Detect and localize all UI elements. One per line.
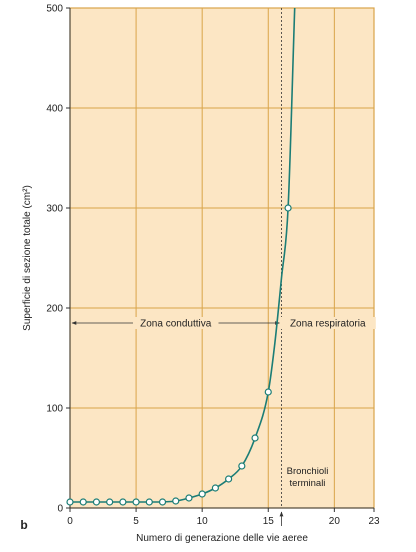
data-point [211, 484, 219, 492]
zone-label: Zona respiratoria [290, 319, 366, 330]
y-tick-label: 0 [57, 504, 63, 515]
y-axis-label: Superficie di sezione totale (cm²) [22, 185, 33, 331]
y-tick-label: 300 [46, 204, 63, 215]
x-tick-label: 15 [263, 516, 275, 527]
data-point [158, 498, 167, 506]
tick-labels: 0 5 10 15 20 23 0 100 200 300 400 500 [46, 4, 380, 528]
data-point [119, 498, 127, 506]
data-point [185, 494, 193, 502]
y-tick-label: 100 [46, 404, 63, 415]
x-tick-label: 5 [133, 516, 139, 527]
data-point [92, 498, 101, 506]
data-point [79, 498, 87, 506]
data-point [145, 498, 153, 506]
data-point [225, 475, 233, 483]
zone-label: Zona conduttiva [140, 319, 212, 330]
zone-label-background [279, 317, 376, 329]
data-point [66, 498, 74, 506]
y-tick-label: 500 [46, 4, 63, 15]
x-tick-label: 0 [67, 516, 73, 527]
grid-lines [70, 8, 374, 508]
data-points [66, 204, 292, 506]
x-tick-label: 23 [368, 516, 380, 527]
data-point [264, 388, 272, 396]
data-point [284, 204, 292, 212]
plot-background [70, 8, 374, 508]
axes [66, 7, 375, 512]
data-point [132, 498, 140, 506]
x-tick-label: 20 [329, 516, 341, 527]
data-point [106, 498, 114, 506]
annotation-text-line: terminali [290, 478, 326, 489]
y-tick-label: 200 [46, 304, 63, 315]
y-tick-label: 400 [46, 104, 63, 115]
zone-annotations: Zona conduttiva Zona respiratoria Bronchio… [71, 8, 376, 526]
x-axis-label: Numero di generazione delle vie aeree [136, 533, 308, 544]
data-point [251, 434, 259, 442]
zone-label-background [132, 317, 219, 329]
data-point [238, 462, 246, 470]
data-point [198, 490, 206, 498]
data-point [172, 497, 180, 505]
annotation-text-line: Bronchioli [287, 466, 329, 477]
x-tick-label: 10 [197, 516, 209, 527]
panel-label: b [20, 518, 27, 532]
